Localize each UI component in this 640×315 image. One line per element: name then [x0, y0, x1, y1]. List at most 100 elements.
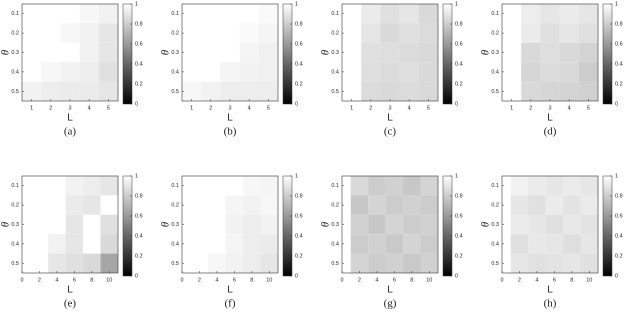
x-tick-label: 4 [568, 105, 571, 111]
heatmap-cell [260, 195, 278, 215]
colorbar-tick-label: 0.2 [295, 253, 303, 259]
x-tick-label: 4 [55, 277, 58, 283]
heatmap-cell [380, 42, 400, 63]
heatmap-cell [540, 62, 560, 82]
heatmap-cell [48, 176, 66, 196]
heatmap-cell [83, 195, 101, 215]
y-axis-label: θ [480, 49, 492, 55]
heatmap-cell [41, 62, 61, 82]
y-axis-label: θ [0, 221, 12, 227]
x-tick-label: 8 [90, 277, 93, 283]
colorbar-tick-label: 0.8 [455, 21, 463, 27]
y-tick-label: 0.4 [11, 69, 19, 75]
heatmap-cell [239, 42, 259, 63]
heatmap-cell [98, 42, 118, 63]
heatmap-cell [399, 4, 419, 24]
x-tick-label: 6 [393, 277, 396, 283]
colorbar [282, 3, 293, 105]
heatmap-cell [208, 253, 226, 273]
x-axis-label: L [547, 113, 553, 124]
x-tick-label: 2 [49, 105, 52, 111]
x-tick-label: 4 [408, 105, 411, 111]
x-tick-label: 4 [248, 105, 251, 111]
colorbar-tick-label: 0.8 [135, 21, 143, 27]
heatmap-cell [100, 176, 118, 196]
heatmap-cell [182, 4, 202, 24]
heatmap-cell [60, 42, 80, 63]
colorbar-tick-label: 1 [455, 1, 458, 7]
x-tick-label: 1 [350, 105, 353, 111]
heatmap-cell [201, 62, 221, 82]
x-tick-label: 6 [553, 277, 556, 283]
colorbar-tick-label: 0.4 [295, 61, 303, 67]
x-tick-label: 10 [586, 277, 592, 283]
x-tick-label: 1 [30, 105, 33, 111]
y-tick-label: 0.3 [11, 222, 19, 228]
colorbar-tick-label: 0.8 [455, 193, 463, 199]
x-axis-label: L [387, 113, 393, 124]
x-tick-label: 0 [500, 277, 503, 283]
x-axis-label: L [387, 285, 393, 296]
heatmap-cell [540, 23, 560, 43]
x-tick-label: 10 [426, 277, 432, 283]
panel-caption: (g) [384, 298, 397, 310]
x-tick-label: 5 [267, 105, 270, 111]
y-tick-label: 0.5 [11, 261, 19, 267]
heatmap-cell [220, 42, 240, 63]
y-tick-label: 0.3 [491, 50, 499, 56]
y-tick-label: 0.4 [331, 69, 339, 75]
x-tick-label: 8 [410, 277, 413, 283]
y-tick-label: 0.3 [11, 50, 19, 56]
heatmap-cell [243, 195, 261, 215]
heatmap-cell [510, 234, 529, 254]
y-tick-label: 0.5 [491, 261, 499, 267]
heatmap-cell [521, 23, 541, 43]
colorbar-tick-label: 0.4 [615, 233, 623, 239]
heatmap-cell [243, 253, 261, 273]
panel-caption: (b) [224, 126, 237, 138]
heatmap-cell [350, 195, 369, 215]
heatmap-cell [182, 23, 202, 43]
heatmap-cell [48, 234, 66, 254]
x-tick-label: 2 [369, 105, 372, 111]
heatmap-cell [399, 42, 419, 63]
y-tick-label: 0.2 [331, 203, 339, 209]
heatmap-cell [403, 195, 421, 215]
heatmap-cell [79, 42, 99, 63]
colorbar [602, 3, 613, 105]
heatmap-cell [580, 234, 598, 254]
heatmap-cell [403, 214, 421, 235]
heatmap-cell [65, 195, 84, 215]
heatmap-cell [385, 195, 404, 215]
colorbar-tick-label: 0.4 [615, 61, 623, 67]
y-tick-label: 0.3 [331, 222, 339, 228]
heatmap-cell [502, 81, 522, 101]
y-tick-label: 0.3 [171, 222, 179, 228]
colorbar-tick-label: 0.2 [615, 81, 623, 87]
colorbar-tick-label: 0.6 [615, 213, 623, 219]
panel-caption: (a) [64, 126, 77, 138]
colorbar-tick-label: 0.6 [135, 41, 143, 47]
y-tick-label: 0.4 [11, 241, 19, 247]
heatmap-cell [83, 234, 101, 254]
colorbar-tick-label: 1 [135, 173, 138, 179]
y-tick-label: 0.2 [491, 203, 499, 209]
heatmap-cell [578, 23, 598, 43]
heatmap-cell [380, 4, 400, 24]
heatmap-cell [60, 23, 80, 43]
y-tick-label: 0.4 [171, 241, 179, 247]
panel-caption: (d) [544, 126, 557, 138]
heatmap-cell [502, 62, 522, 82]
heatmap-cell [22, 42, 42, 63]
y-tick-label: 0.4 [491, 69, 499, 75]
heatmap-cell [403, 234, 421, 254]
colorbar-tick-label: 0.2 [295, 81, 303, 87]
colorbar-tick-label: 0.2 [615, 253, 623, 259]
heatmap-cell [368, 234, 386, 254]
heatmap-cell [22, 81, 42, 101]
heatmap-cell [350, 214, 369, 235]
y-axis-label: θ [480, 221, 492, 227]
x-tick-label: 8 [570, 277, 573, 283]
heatmap-cell [100, 234, 118, 254]
x-tick-label: 2 [518, 277, 521, 283]
